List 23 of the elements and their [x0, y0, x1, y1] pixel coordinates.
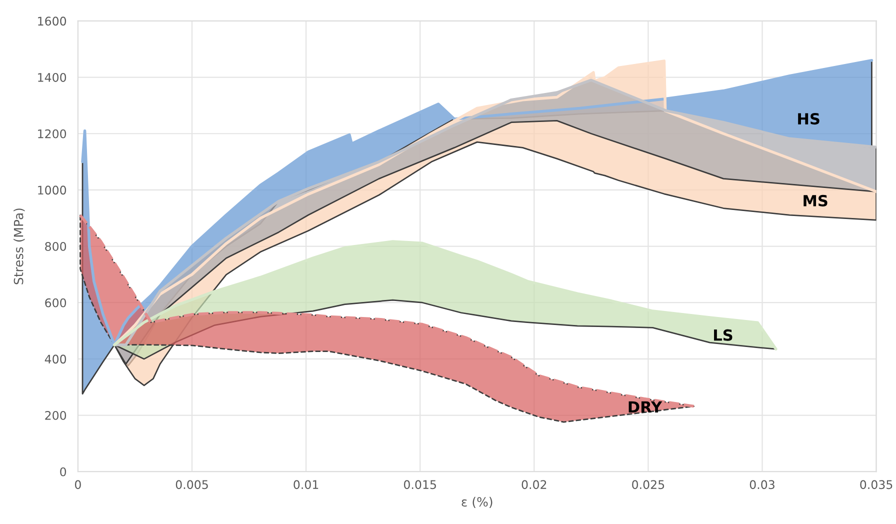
x-tick-label: 0.005: [176, 480, 208, 490]
y-axis-title: Stress (MPa): [14, 208, 25, 284]
y-tick-label: 200: [45, 410, 66, 420]
series-label: DRY: [628, 401, 662, 412]
text: HS: [798, 113, 820, 125]
x-tick-label: 0: [74, 480, 81, 490]
x-tick-label: 0.03: [750, 480, 774, 490]
x-axis-title: ε (%): [462, 496, 492, 508]
y-tick-label: 800: [45, 242, 66, 251]
y-tick-label: 0: [60, 467, 66, 476]
y-tick-label: 400: [44, 354, 66, 364]
y-tick-label: 1200: [38, 129, 66, 138]
x-tick-label: 0.035: [860, 480, 892, 490]
y-tick-label: 1000: [38, 186, 66, 195]
y-tick-label: 1600: [38, 16, 66, 26]
y-tick-label: 600: [45, 298, 66, 308]
x-tick-label: 0.025: [632, 480, 664, 490]
x-tick-label: 0.015: [404, 480, 436, 490]
series-label: MS: [804, 194, 828, 206]
y-tick-label: 1400: [38, 73, 66, 82]
x-tick-label: 0.02: [522, 480, 546, 490]
series-label: LS: [714, 329, 732, 341]
x-tick-label: 0.01: [294, 480, 318, 490]
